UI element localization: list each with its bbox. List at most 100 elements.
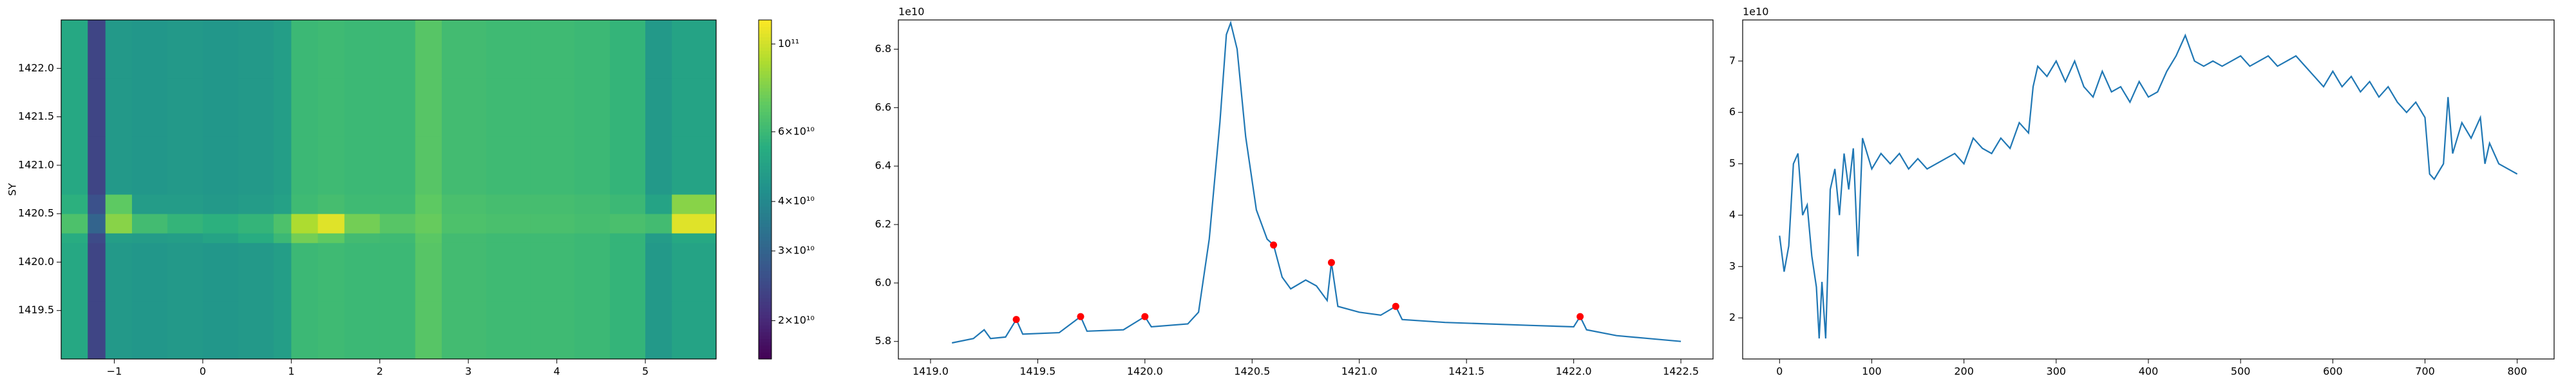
y-offset-text: 1e10 — [898, 6, 924, 18]
colorbar-gradient — [759, 131, 772, 136]
colorbar-tick-label: 4×10¹⁰ — [778, 195, 815, 207]
heatmap-cell — [441, 233, 487, 243]
y-tick-label: 6.0 — [875, 276, 891, 288]
colorbar-gradient — [759, 284, 772, 288]
colorbar-gradient — [759, 179, 772, 183]
heatmap-cell — [441, 243, 487, 302]
colorbar-gradient — [759, 216, 772, 221]
heatmap-cell — [88, 136, 106, 195]
heatmap-cell — [167, 78, 204, 137]
x-tick-label: 1422.5 — [1663, 365, 1699, 378]
colorbar-gradient — [759, 261, 772, 265]
heatmap-cell — [238, 300, 274, 360]
panel: 1e10 0 100 200 300 400 500 600 700 800 2 3 4 5 6 7 — [1729, 6, 2555, 378]
heatmap-cell — [88, 233, 106, 243]
x-tick-label: 200 — [1954, 365, 1974, 378]
y-axis-label: SY — [6, 183, 19, 196]
colorbar-gradient — [759, 223, 772, 228]
colorbar-gradient — [759, 186, 772, 190]
heatmap-cell — [131, 233, 168, 243]
colorbar-gradient — [759, 111, 772, 116]
heatmap-cell — [415, 243, 442, 302]
colorbar-gradient — [759, 142, 772, 146]
y-tick-label: 7 — [1729, 54, 1736, 66]
heatmap-cell — [61, 214, 88, 234]
colorbar-gradient — [759, 64, 772, 68]
colorbar-gradient — [759, 40, 772, 44]
heatmap-cell — [317, 78, 345, 137]
y-tick-label: 5.8 — [875, 335, 891, 347]
y-tick-label: 2 — [1729, 311, 1736, 324]
heatmap-cell — [317, 136, 345, 195]
axes-frame — [1742, 19, 2555, 360]
colorbar-gradient — [759, 328, 772, 333]
colorbar-gradient — [759, 226, 772, 231]
heatmap-cell — [291, 300, 319, 360]
heatmap-cell — [88, 300, 106, 360]
colorbar-gradient — [759, 104, 772, 109]
colorbar-gradient — [759, 288, 772, 292]
heatmap-cell — [415, 233, 442, 243]
heatmap-cell — [61, 78, 88, 137]
y-offset-text: 1e10 — [1743, 6, 1768, 18]
colorbar-gradient — [759, 196, 772, 200]
heatmap-cell — [645, 300, 672, 360]
colorbar-gradient — [759, 74, 772, 78]
heatmap-cell — [88, 214, 106, 234]
heatmap-cell — [273, 20, 292, 78]
colorbar-gradient — [759, 257, 772, 261]
heatmap-cell — [291, 233, 319, 243]
colorbar-gradient — [759, 84, 772, 88]
heatmap-cell — [672, 136, 717, 195]
colorbar-gradient — [759, 98, 772, 102]
heatmap-cell — [238, 20, 274, 78]
colorbar-gradient — [759, 311, 772, 316]
data-line — [1779, 33, 2518, 339]
heatmap-cell — [238, 214, 274, 234]
colorbar-gradient — [759, 315, 772, 319]
heatmap-cell — [441, 20, 487, 78]
heatmap-cell — [415, 136, 442, 195]
heatmap-cell — [610, 243, 646, 302]
colorbar-tick-label: 6×10¹⁰ — [778, 125, 815, 137]
heatmap-cell — [441, 194, 487, 214]
heatmap-cell — [88, 194, 106, 214]
heatmap-cell — [574, 78, 611, 137]
heatmap-cell — [202, 214, 239, 234]
heatmap-cell — [291, 194, 319, 214]
colorbar-gradient — [759, 101, 772, 106]
heatmap-cell — [645, 20, 672, 78]
colorbar-gradient — [759, 20, 772, 24]
heatmap-cell — [344, 243, 381, 302]
heatmap-cell — [530, 194, 575, 214]
heatmap-cell — [415, 300, 442, 360]
y-tick-label: 1420.5 — [18, 207, 54, 219]
colorbar-gradient — [759, 325, 772, 329]
heatmap-cell — [574, 214, 611, 234]
heatmap-cell — [486, 78, 531, 137]
x-tick-label: 5 — [642, 365, 649, 378]
colorbar-tick-label: 10¹¹ — [778, 37, 799, 50]
heatmap-cell — [202, 20, 239, 78]
heatmap-cell — [530, 136, 575, 195]
heatmap-cell — [61, 243, 88, 302]
heatmap-cell — [672, 194, 717, 214]
colorbar-gradient — [759, 274, 772, 279]
heatmap-cell — [441, 136, 487, 195]
heatmap-cell — [379, 136, 416, 195]
colorbar-gradient — [759, 155, 772, 160]
colorbar-gradient — [759, 253, 772, 258]
colorbar-gradient — [759, 331, 772, 336]
heatmap-cell — [610, 194, 646, 214]
colorbar-gradient — [759, 219, 772, 224]
heatmap-cell — [574, 300, 611, 360]
x-tick-label: 500 — [2231, 365, 2251, 378]
colorbar-gradient — [759, 322, 772, 326]
y-tick-label: 6.4 — [875, 160, 891, 172]
colorbar-gradient — [759, 247, 772, 251]
heatmap-cell — [344, 136, 381, 195]
colorbar-gradient — [759, 80, 772, 85]
heatmap-cell — [379, 20, 416, 78]
colorbar-gradient — [759, 192, 772, 197]
colorbar-tick-label: 2×10¹⁰ — [778, 314, 815, 326]
